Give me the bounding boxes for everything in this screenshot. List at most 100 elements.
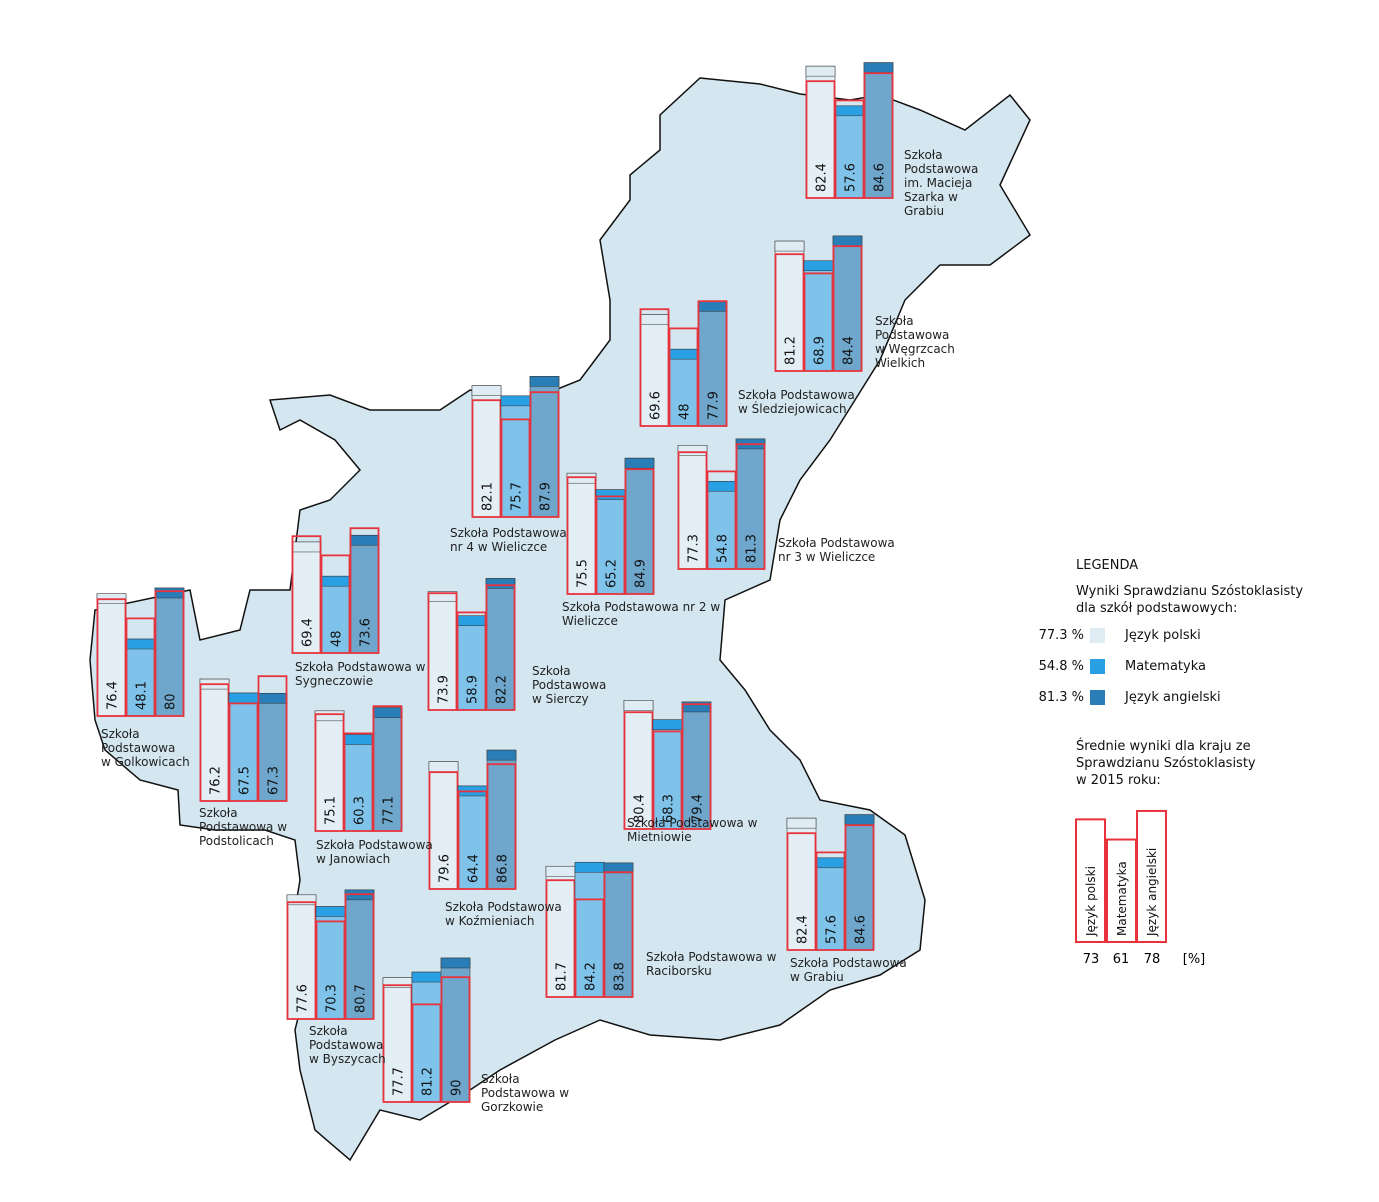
national-average-outline — [199, 683, 230, 802]
value-bar — [411, 971, 442, 1103]
school-name-label: Szkoła Podstawowa im. Macieja Szarka w G… — [904, 148, 979, 218]
national-average-outline — [440, 976, 471, 1103]
value-bar-cap — [844, 814, 875, 825]
national-bar: Matematyka — [1106, 838, 1137, 944]
value-label: 57.6 — [825, 915, 840, 944]
value-label: 77.7 — [392, 1067, 407, 1096]
value-label: 69.6 — [649, 391, 664, 420]
value-label: 60.3 — [353, 796, 368, 825]
school-name-label: Szkoła Podstawowa w Sierczy — [532, 664, 607, 706]
value-bar — [803, 260, 834, 372]
value-label: 68.9 — [813, 336, 828, 365]
national-average-outline — [411, 1003, 442, 1103]
value-bar — [603, 862, 634, 998]
value-bar-cap — [774, 240, 805, 252]
value-label: 84.9 — [634, 559, 649, 588]
national-bar-label: Matematyka — [1115, 861, 1129, 936]
value-label: 81.2 — [421, 1067, 436, 1096]
national-value-angielski: 78 — [1143, 952, 1161, 967]
national-average-outline — [668, 327, 699, 427]
national-average-outline — [344, 893, 375, 1020]
school-chart: 75.1 60.3 77.1 — [314, 705, 403, 832]
value-label: 81.2 — [784, 336, 799, 365]
school-chart: 80.4 68.3 79.4 — [623, 700, 712, 830]
value-bar-cap — [315, 906, 346, 917]
national-average-outline — [457, 790, 488, 890]
value-label: 82.4 — [796, 915, 811, 944]
value-label: 76.2 — [209, 766, 224, 795]
national-title: Średnie wyniki dla kraju ze Sprawdzianu … — [1076, 739, 1256, 788]
national-bar: Język polski — [1075, 818, 1106, 943]
national-average-outline — [428, 771, 459, 890]
value-bar-cap — [863, 62, 894, 73]
value-bar-cap — [314, 710, 345, 722]
national-average-outline — [343, 732, 374, 832]
national-average-outline — [566, 476, 597, 595]
value-label: 84.6 — [873, 163, 888, 192]
school-name-label: Szkoła Podstawowa w Śledziejowicach — [738, 388, 855, 416]
value-bar-cap — [125, 638, 156, 650]
national-average-outline — [125, 617, 156, 717]
national-average-outline — [382, 984, 413, 1103]
value-bar-cap — [154, 587, 185, 599]
school-name-label: Szkoła Podstawowa w Podstolicach — [199, 806, 288, 848]
value-label: 77.1 — [382, 796, 397, 825]
national-average-outline — [706, 470, 737, 570]
value-bar-cap — [668, 348, 699, 360]
value-label: 84.6 — [854, 915, 869, 944]
school-chart: 77.6 70.3 80.7 — [286, 889, 375, 1020]
national-average-outline — [652, 730, 683, 830]
school-chart: 82.4 57.6 84.6 — [805, 62, 894, 199]
school-name-label: Szkoła Podstawowa w Golkowicach — [101, 727, 190, 769]
school-chart: 76.4 48.1 80 — [96, 587, 185, 717]
national-average-outline — [595, 495, 626, 595]
school-chart: 73.9 58.9 82.2 — [427, 578, 516, 711]
national-average-outline — [427, 592, 458, 711]
value-label: 80.7 — [354, 984, 369, 1013]
national-average-outline — [574, 898, 605, 998]
school-name-label: Szkoła Podstawowa nr 4 w Wieliczce — [450, 526, 567, 554]
value-bar-cap — [623, 700, 654, 711]
national-average-outline — [291, 535, 322, 654]
value-bar-cap — [786, 817, 817, 829]
value-label: 73.6 — [359, 618, 374, 647]
national-average-outline — [154, 590, 185, 717]
value-bar — [486, 749, 517, 890]
value-label: 80 — [164, 693, 179, 710]
value-bar-cap — [805, 65, 836, 77]
national-average-outline — [372, 705, 403, 832]
value-bar-cap — [639, 314, 670, 325]
value-label: 79.6 — [438, 854, 453, 883]
value-bar-cap — [834, 105, 865, 117]
value-bar-cap — [803, 260, 834, 272]
national-value-matematyka: 61 — [1112, 952, 1130, 967]
school-chart: 75.5 65.2 84.9 — [566, 457, 655, 595]
value-bar — [834, 105, 865, 199]
value-bar — [623, 700, 654, 830]
value-bar-cap — [595, 489, 626, 500]
national-bar-rect — [1136, 809, 1167, 944]
national-average-outline — [834, 99, 865, 199]
national-bar: Język angielski — [1136, 809, 1167, 944]
national-average-outline — [639, 308, 670, 427]
school-name-label: Szkoła Podstawowa w Węgrzcach Wielkich — [875, 314, 955, 370]
value-bar — [286, 894, 317, 1020]
legend-label: Język polski — [1125, 628, 1201, 643]
school-name-label: Szkoła Podstawowa nr 2 w Wieliczce — [562, 600, 721, 628]
value-bar-cap — [286, 894, 317, 906]
value-bar — [457, 785, 488, 890]
value-label: 54.8 — [716, 534, 731, 563]
school-chart: 76.2 67.5 67.3 — [199, 675, 288, 802]
national-average-outline — [624, 468, 655, 595]
legend-value: 77.3 % — [1038, 628, 1084, 643]
value-label: 77.3 — [687, 534, 702, 563]
value-bar-cap — [320, 575, 351, 587]
value-bar-cap — [566, 472, 597, 484]
national-average-outline — [315, 920, 346, 1020]
national-bar-label: Język angielski — [1145, 848, 1159, 937]
value-label: 86.8 — [496, 854, 511, 883]
national-average-outline — [257, 675, 288, 802]
national-average-outline — [832, 245, 863, 372]
school-name-label: Szkoła Podstawowa w Mietniowie — [627, 816, 758, 844]
value-bar-cap — [485, 578, 516, 589]
